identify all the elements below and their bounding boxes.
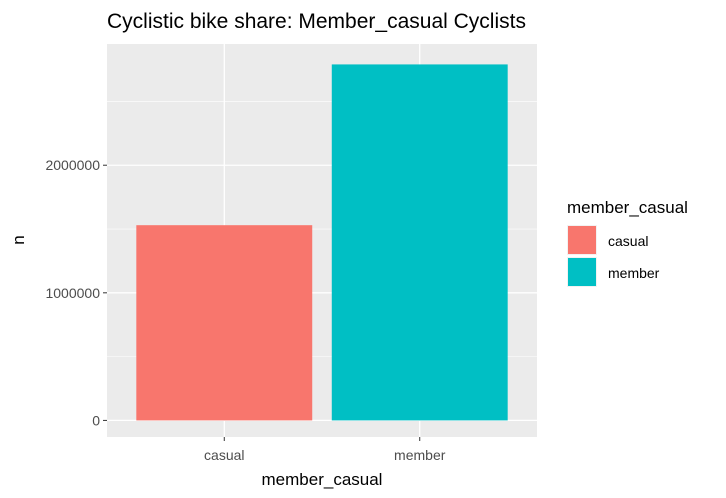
chart-title: Cyclistic bike share: Member_casual Cycl… bbox=[107, 10, 526, 33]
x-axis-ticks: casual member bbox=[204, 437, 446, 463]
y-tick-label: 1000000 bbox=[45, 285, 100, 301]
legend-swatch-casual bbox=[568, 226, 596, 254]
x-tick-label: member bbox=[394, 447, 446, 463]
y-axis-title: n bbox=[9, 235, 28, 244]
legend: member_casual casual member bbox=[567, 198, 688, 287]
bar-casual bbox=[136, 225, 313, 421]
x-axis-title: member_casual bbox=[262, 470, 383, 489]
y-tick-label: 0 bbox=[92, 412, 100, 428]
bars bbox=[136, 64, 508, 421]
bar-member bbox=[331, 64, 508, 421]
legend-swatch-member bbox=[568, 258, 596, 286]
legend-title: member_casual bbox=[567, 198, 688, 217]
y-axis-ticks: 0 1000000 2000000 bbox=[45, 157, 107, 428]
legend-label-member: member bbox=[608, 265, 660, 281]
x-tick-label: casual bbox=[204, 447, 244, 463]
y-tick-label: 2000000 bbox=[45, 157, 100, 173]
legend-label-casual: casual bbox=[608, 233, 648, 249]
